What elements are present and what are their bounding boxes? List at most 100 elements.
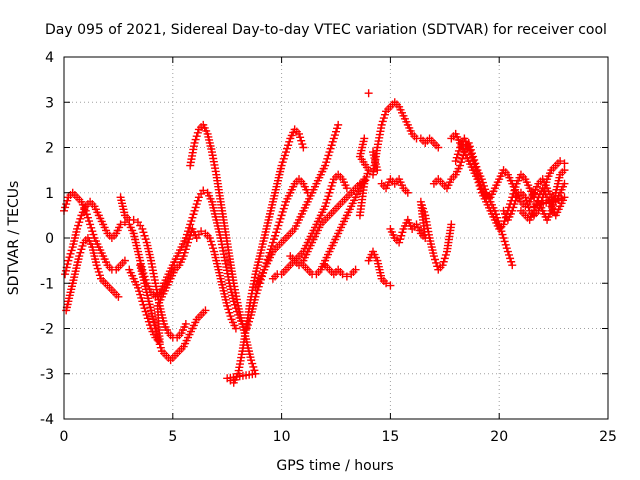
data-point — [180, 248, 189, 257]
data-point — [185, 235, 194, 244]
data-point — [116, 220, 125, 229]
data-point — [296, 133, 305, 142]
data-point — [322, 198, 331, 207]
data-point — [474, 174, 483, 183]
data-point — [231, 324, 240, 333]
data-point — [278, 207, 287, 216]
data-point — [362, 172, 371, 181]
data-point — [242, 324, 251, 333]
data-point — [271, 231, 280, 240]
data-point — [501, 240, 510, 249]
data-point — [416, 197, 425, 206]
data-point — [86, 220, 95, 229]
data-point — [298, 140, 307, 149]
data-point — [224, 305, 233, 314]
y-axis-label: SDTVAR / TECUs — [6, 181, 22, 296]
data-point — [523, 200, 532, 209]
data-point — [156, 343, 165, 352]
data-point — [468, 153, 476, 162]
data-point — [511, 196, 520, 205]
data-point — [274, 221, 283, 230]
data-point — [120, 218, 129, 227]
data-point — [279, 204, 288, 213]
data-point — [223, 301, 232, 310]
data-point — [75, 252, 84, 261]
data-point — [88, 227, 97, 236]
data-point — [451, 157, 460, 166]
data-point — [61, 270, 70, 279]
data-point — [473, 170, 482, 179]
data-point — [504, 250, 513, 259]
data-point — [199, 186, 208, 195]
data-point — [328, 137, 337, 146]
data-point — [458, 154, 467, 163]
data-point — [280, 151, 289, 160]
data-point — [135, 287, 144, 296]
data-point — [93, 264, 102, 273]
data-point — [61, 203, 70, 212]
data-point — [129, 215, 138, 224]
data-point — [276, 214, 285, 223]
data-point — [142, 310, 151, 319]
data-points — [60, 89, 569, 387]
data-point — [272, 228, 281, 237]
data-point — [419, 204, 428, 213]
data-point — [431, 255, 440, 264]
data-point — [380, 110, 389, 119]
data-point — [73, 224, 82, 233]
data-point — [500, 237, 509, 246]
data-point — [457, 158, 466, 167]
data-point — [398, 228, 407, 237]
data-point — [324, 192, 333, 201]
data-point — [251, 292, 260, 301]
y-tick-label: 4 — [45, 50, 54, 66]
data-point — [206, 237, 215, 246]
data-point — [285, 137, 294, 146]
data-point — [76, 248, 85, 257]
data-point — [323, 154, 332, 163]
data-point — [280, 201, 289, 210]
data-point — [141, 307, 150, 316]
data-point — [464, 143, 473, 152]
data-point — [137, 293, 146, 302]
data-point — [452, 153, 461, 162]
data-point — [325, 148, 334, 157]
data-point — [429, 252, 438, 261]
data-point — [143, 314, 152, 323]
data-point — [114, 292, 123, 301]
data-point — [182, 241, 191, 250]
data-point — [328, 178, 337, 187]
data-point — [92, 261, 101, 270]
data-point — [506, 254, 515, 263]
data-point — [364, 89, 373, 98]
data-point — [140, 304, 149, 313]
data-point — [89, 230, 98, 239]
data-point — [226, 312, 235, 321]
data-point — [441, 250, 450, 259]
data-point — [522, 196, 531, 205]
data-point — [181, 245, 190, 254]
data-point — [184, 238, 193, 247]
data-point — [378, 117, 387, 126]
data-point — [193, 196, 202, 205]
grid-lines — [64, 57, 608, 419]
data-point — [192, 132, 201, 141]
data-point — [181, 319, 190, 328]
data-point — [66, 249, 75, 258]
y-tick-label: -2 — [40, 322, 54, 338]
x-tick-label: 25 — [599, 429, 617, 445]
data-point — [63, 196, 72, 205]
data-point — [201, 306, 210, 315]
data-point — [139, 300, 148, 309]
axis-ticks: 0 5 10 15 20 25 -4 -3 -2 -1 0 1 2 3 4 — [40, 50, 617, 445]
data-point — [476, 180, 485, 189]
data-point — [252, 289, 261, 298]
data-point — [77, 245, 86, 254]
data-point — [188, 213, 197, 222]
data-point — [76, 214, 85, 223]
data-point — [454, 146, 463, 155]
data-point — [498, 230, 507, 239]
data-point — [297, 136, 306, 145]
data-point — [502, 244, 511, 253]
